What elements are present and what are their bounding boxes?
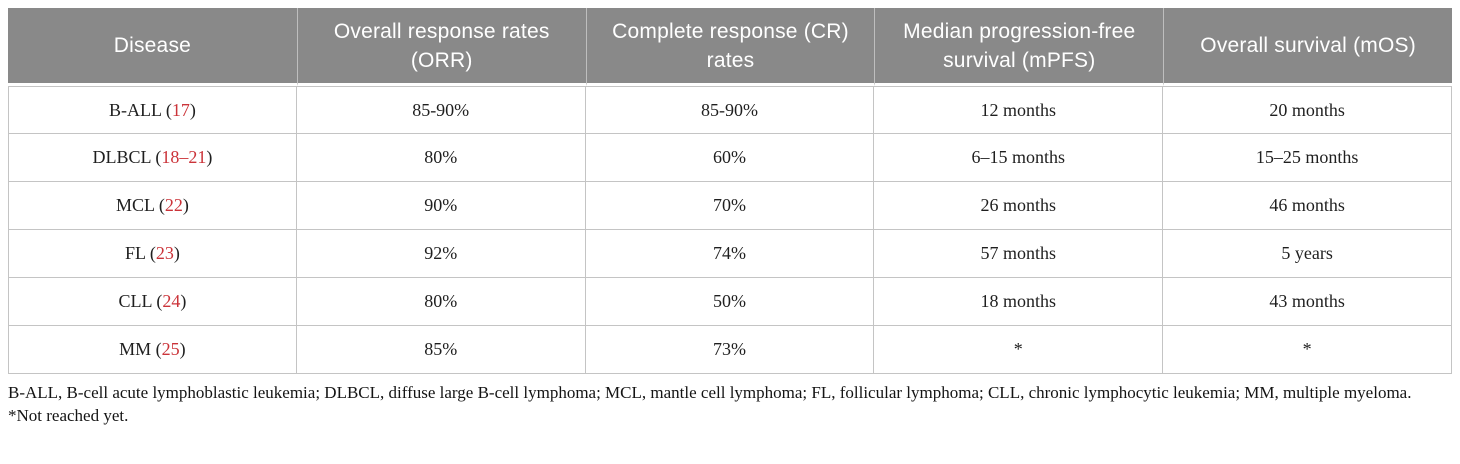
disease-label: MM (119, 339, 152, 359)
citation-ref[interactable]: 24 (162, 291, 181, 311)
col-header-orr: Overall response rates (ORR) (296, 8, 586, 86)
mos-cell: 15–25 months (1163, 134, 1452, 182)
citation-ref[interactable]: 22 (164, 195, 183, 215)
citation-paren-close: ) (189, 99, 196, 120)
mpfs-cell: 26 months (874, 182, 1164, 230)
table-body: B-ALL (17) 85-90% 85-90% 12 months 20 months… (8, 86, 1452, 374)
citation-paren-close: ) (173, 243, 180, 263)
orr-cell: 80% (296, 278, 586, 326)
citation-paren-close: ) (180, 291, 187, 311)
table-row: DLBCL (18–21) 80% 60% 6–15 months 15–25 mont… (8, 134, 1452, 182)
orr-cell: 85% (296, 326, 586, 374)
col-header-mos: Overall survival (mOS) (1163, 8, 1452, 86)
disease-cell: MM (25) (8, 326, 297, 374)
orr-cell: 90% (296, 182, 586, 230)
mpfs-cell: 57 months (874, 230, 1164, 278)
disease-label: MCL (115, 195, 155, 215)
orr-cell: 92% (296, 230, 586, 278)
col-header-mpfs: Median progression-free survival (mPFS) (874, 8, 1164, 86)
disease-label: B-ALL (108, 99, 162, 120)
mpfs-cell: 18 months (874, 278, 1164, 326)
citation-ref[interactable]: 18–21 (161, 147, 207, 167)
abbreviations-note: B-ALL, B-cell acute lymphoblastic leukem… (8, 383, 1412, 402)
mos-cell: 43 months (1163, 278, 1452, 326)
disease-cell: DLBCL (18–21) (8, 134, 297, 182)
citation-paren-close: ) (206, 147, 213, 167)
citation-ref[interactable]: 23 (155, 243, 174, 263)
results-table-figure: Disease Overall response rates (ORR) Com… (8, 8, 1452, 427)
citation-paren-open: ( (161, 99, 172, 120)
citation-paren-open: ( (145, 243, 156, 263)
citation-paren-open: ( (151, 339, 162, 359)
citation-paren-close: ) (182, 195, 189, 215)
cr-cell: 50% (585, 278, 875, 326)
mos-cell: 20 months (1163, 86, 1452, 134)
cr-cell: 60% (585, 134, 875, 182)
table-footnotes: B-ALL, B-cell acute lymphoblastic leukem… (8, 381, 1456, 427)
cr-cell: 85-90% (585, 86, 875, 134)
results-table: Disease Overall response rates (ORR) Com… (8, 8, 1452, 374)
mos-cell: * (1163, 326, 1452, 374)
cr-cell: 74% (585, 230, 875, 278)
disease-cell: FL (23) (8, 230, 297, 278)
header-row: Disease Overall response rates (ORR) Com… (8, 8, 1452, 86)
disease-label: FL (124, 243, 146, 263)
citation-paren-open: ( (150, 147, 162, 167)
citation-paren-close: ) (179, 339, 186, 359)
cr-cell: 70% (585, 182, 875, 230)
col-header-cr: Complete response (CR) rates (585, 8, 875, 86)
asterisk-note: *Not reached yet. (8, 406, 129, 425)
table-row: MCL (22) 90% 70% 26 months 46 months (8, 182, 1452, 230)
disease-cell: CLL (24) (8, 278, 297, 326)
disease-cell: MCL (22) (8, 182, 297, 230)
orr-cell: 80% (296, 134, 586, 182)
mos-cell: 46 months (1163, 182, 1452, 230)
citation-ref[interactable]: 17 (171, 99, 190, 120)
cr-cell: 73% (585, 326, 875, 374)
table-row: B-ALL (17) 85-90% 85-90% 12 months 20 months (8, 86, 1452, 134)
citation-paren-open: ( (151, 291, 163, 311)
disease-cell: B-ALL (17) (8, 86, 297, 134)
mpfs-cell: 12 months (874, 86, 1164, 134)
citation-paren-open: ( (154, 195, 165, 215)
citation-ref[interactable]: 25 (161, 339, 180, 359)
col-header-disease: Disease (8, 8, 297, 86)
mpfs-cell: * (874, 326, 1164, 374)
orr-cell: 85-90% (296, 86, 586, 134)
disease-label: DLBCL (92, 147, 151, 167)
disease-label: CLL (118, 291, 152, 311)
mpfs-cell: 6–15 months (874, 134, 1164, 182)
table-row: CLL (24) 80% 50% 18 months 43 months (8, 278, 1452, 326)
table-row: MM (25) 85% 73% * * (8, 326, 1452, 374)
table-row: FL (23) 92% 74% 57 months 5 years (8, 230, 1452, 278)
mos-cell: 5 years (1163, 230, 1452, 278)
